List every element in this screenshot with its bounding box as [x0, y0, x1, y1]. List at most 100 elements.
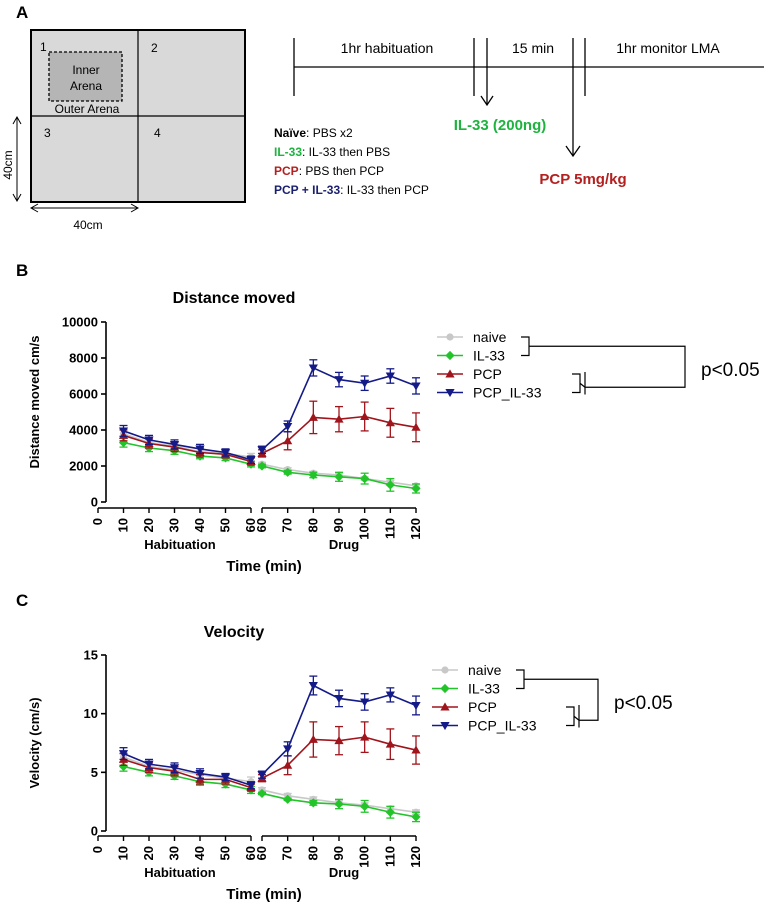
- data-point: [385, 372, 395, 381]
- chart-c-drug-label: Drug: [329, 865, 359, 880]
- legend-item-naive: naive: [432, 662, 502, 678]
- x-tick-label: 10: [116, 518, 131, 532]
- x-tick-label: 100: [357, 846, 372, 868]
- x-tick-label: 80: [305, 846, 320, 860]
- data-point: [360, 411, 370, 420]
- data-point: [283, 745, 293, 754]
- quadrant-2-label: 2: [151, 41, 158, 55]
- x-tick-label: 120: [408, 518, 423, 540]
- legend-swatch-marker: [440, 702, 450, 711]
- legend-item-pcp: PCP: [432, 699, 497, 715]
- data-point: [308, 734, 318, 743]
- panel-label-c: C: [16, 591, 28, 610]
- legend-label: IL-33: [473, 348, 505, 364]
- significance-label: p<0.05: [701, 360, 760, 381]
- x-tick-label: 70: [280, 518, 295, 532]
- series-pcp: [118, 721, 421, 792]
- legend-label: naive: [468, 662, 502, 678]
- pcp-arrowhead: [565, 145, 581, 158]
- legend-swatch-marker: [440, 683, 450, 694]
- x-tick-label: 60: [254, 518, 269, 532]
- data-point: [360, 379, 370, 388]
- data-point: [334, 694, 344, 704]
- series-naive: [119, 751, 420, 816]
- data-point: [411, 812, 421, 822]
- data-point: [169, 764, 180, 773]
- series-line: [123, 765, 252, 791]
- data-point: [385, 807, 395, 817]
- series-line: [123, 430, 252, 461]
- data-point: [144, 436, 154, 445]
- il33-dose-label: IL-33 (200ng): [454, 117, 547, 134]
- data-point: [195, 445, 205, 454]
- data-point: [246, 781, 256, 790]
- x-tick-label: 90: [331, 518, 346, 532]
- y-tick-label: 2000: [69, 459, 98, 474]
- data-point: [257, 771, 267, 780]
- x-tick-label: 100: [357, 518, 372, 540]
- data-point: [169, 440, 180, 449]
- data-point: [411, 382, 421, 391]
- data-point: [360, 732, 370, 741]
- y-tick-label: 4000: [69, 423, 98, 438]
- legend-swatch-marker: [440, 722, 450, 731]
- legend-label: PCP_IL-33: [473, 385, 542, 401]
- series-il-33: [118, 761, 421, 823]
- bracket-bottom-group: [572, 373, 586, 394]
- legend-il33: IL-33: IL-33 then PBS: [274, 145, 390, 159]
- x-tick-label: 50: [218, 846, 233, 860]
- inner-arena-box: [48, 51, 123, 102]
- data-point: [283, 794, 293, 804]
- y-tick-label: 0: [91, 824, 98, 839]
- legend-swatch-marker: [445, 389, 455, 398]
- data-point: [385, 739, 395, 748]
- series-pcp-il-33: [118, 359, 421, 465]
- data-point: [257, 788, 267, 799]
- data-point: [411, 702, 421, 711]
- data-point: [118, 750, 129, 759]
- data-point: [283, 436, 293, 445]
- inner-arena-label-line1: Inner: [72, 63, 99, 77]
- panel-a: A 1 2 3 4 Inner Arena Outer Arena 40cm 4…: [1, 3, 764, 232]
- data-point: [308, 798, 318, 808]
- bracket-bottom-group: [566, 706, 580, 727]
- data-point: [308, 470, 318, 480]
- arena-width-label: 40cm: [73, 218, 102, 232]
- legend-swatch-marker: [445, 369, 455, 378]
- data-point: [360, 474, 370, 484]
- chart-b-legend: naive IL-33 PCP PCP_IL-33 p<0.05: [437, 329, 760, 401]
- x-tick-label: 10: [116, 846, 131, 860]
- data-point: [118, 438, 129, 448]
- x-tick-label: 110: [382, 846, 397, 867]
- y-tick-label: 6000: [69, 387, 98, 402]
- data-point: [385, 691, 395, 700]
- legend-pcp-il33: PCP + IL-33: IL-33 then PCP: [274, 183, 429, 197]
- data-point: [334, 414, 344, 423]
- data-point: [144, 760, 154, 769]
- chart-c-title: Velocity: [204, 624, 265, 641]
- y-tick-label: 8000: [69, 351, 98, 366]
- y-tick-label: 5: [91, 765, 98, 780]
- legend-label: IL-33: [468, 681, 500, 697]
- legend-item-pcp-il-33: PCP_IL-33: [432, 718, 537, 734]
- data-point: [385, 480, 395, 490]
- bracket-top-group: [516, 669, 599, 721]
- monitor-period-label: 1hr monitor LMA: [616, 40, 720, 56]
- data-point: [411, 422, 421, 431]
- data-point: [283, 760, 293, 769]
- x-tick-label: 60: [243, 846, 258, 860]
- data-point: [308, 364, 318, 373]
- x-tick-label: 20: [141, 518, 156, 532]
- significance-bracket: p<0.05: [521, 336, 760, 395]
- series-line: [123, 758, 252, 789]
- chart-c-xlabel: Time (min): [226, 886, 302, 903]
- data-point: [257, 446, 267, 455]
- x-tick-label: 110: [382, 518, 397, 539]
- series-line: [123, 434, 252, 463]
- y-tick-label: 10000: [62, 315, 98, 330]
- bracket-top-group: [521, 336, 686, 388]
- x-tick-label: 30: [167, 518, 182, 532]
- wait-period-label: 15 min: [512, 40, 554, 56]
- data-point: [118, 427, 129, 436]
